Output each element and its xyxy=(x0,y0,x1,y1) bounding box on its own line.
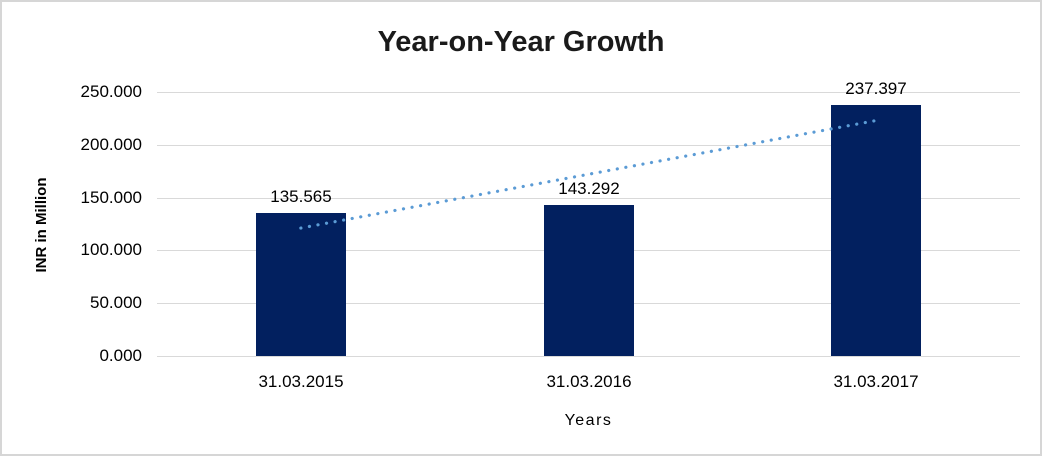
x-tick-label: 31.03.2016 xyxy=(546,372,632,391)
y-tick-label: 100.000 xyxy=(80,240,142,259)
bar-value-label: 237.397 xyxy=(845,79,907,98)
x-tick-label: 31.03.2015 xyxy=(258,372,344,391)
y-tick-label: 150.000 xyxy=(80,188,142,207)
y-axis-title: INR in Million xyxy=(33,177,50,273)
x-tick-label: 31.03.2017 xyxy=(833,372,919,391)
bar-value-label: 143.292 xyxy=(558,179,620,198)
y-tick-label: 0.000 xyxy=(99,346,142,365)
bar xyxy=(256,213,346,356)
chart-title: Year-on-Year Growth xyxy=(377,26,665,58)
y-tick-label: 250.000 xyxy=(80,82,142,101)
y-tick-label: 50.000 xyxy=(90,293,142,312)
bar xyxy=(831,105,921,356)
y-gridline xyxy=(157,356,1020,357)
y-tick-label: 200.000 xyxy=(80,135,142,154)
bar xyxy=(544,205,634,356)
bar-value-label: 135.565 xyxy=(270,187,332,206)
x-axis-title: Years xyxy=(564,412,613,429)
